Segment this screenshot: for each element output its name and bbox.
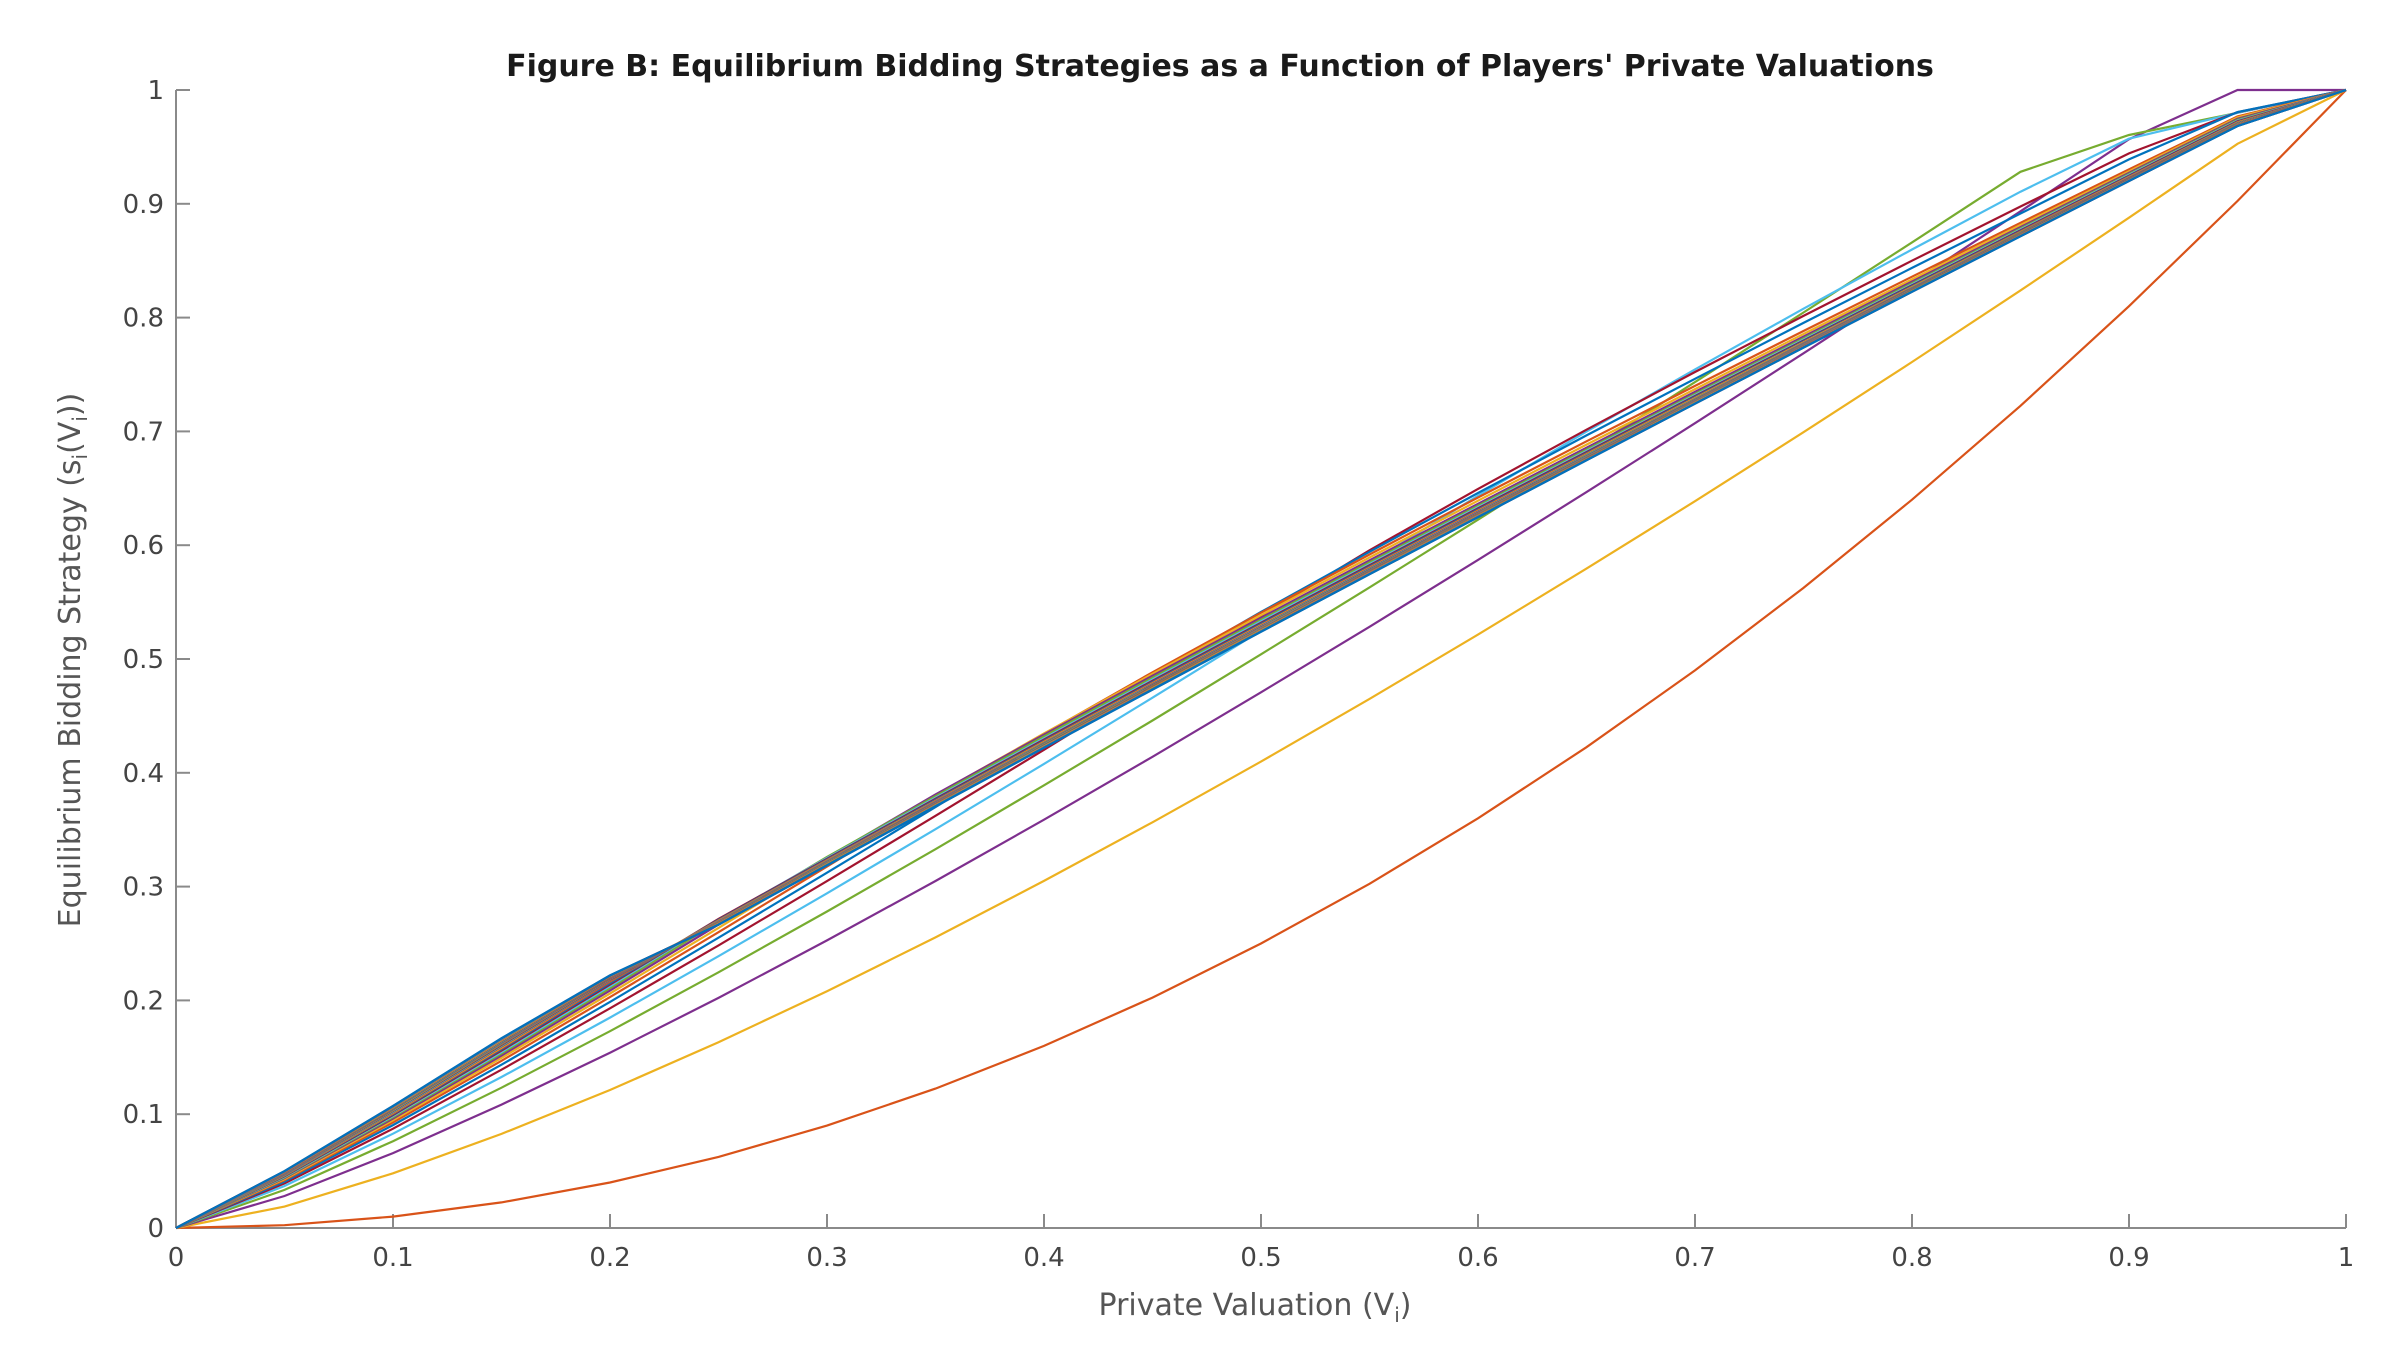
y-tick-label: 0.7	[123, 417, 164, 447]
y-axis-label-subscript-2: i	[68, 416, 92, 422]
y-tick-label: 0	[147, 1214, 164, 1244]
y-tick-label: 1	[147, 76, 164, 106]
x-tick-label: 0.9	[2108, 1243, 2149, 1273]
y-tick-label: 0.4	[123, 759, 164, 789]
series-line-10	[175, 88, 2347, 1229]
x-axis-label: Private Valuation (Vi)	[1099, 1288, 1412, 1327]
y-axis-label-mid: (V	[53, 421, 88, 454]
series-line-1	[175, 89, 2347, 1230]
x-axis-label-subscript: i	[1394, 1303, 1400, 1327]
x-axis-label-close: )	[1400, 1288, 1412, 1323]
series-line-3	[175, 88, 2346, 1230]
y-tick-label: 0.1	[123, 1100, 164, 1130]
x-tick-label: 0.3	[806, 1243, 847, 1273]
y-axis-label-main: Equilibrium Bidding Strategy (s	[53, 459, 88, 927]
x-tick-label: 0.5	[1240, 1243, 1281, 1273]
x-tick-label: 0.1	[372, 1243, 413, 1273]
y-axis-label-close: ))	[53, 393, 88, 416]
x-tick-label: 0.2	[589, 1243, 630, 1273]
series-line-9	[175, 88, 2347, 1230]
x-axis-label-main: Private Valuation (V	[1099, 1288, 1395, 1323]
y-axis-label-subscript-1: i	[68, 454, 92, 460]
y-axis-label: Equilibrium Bidding Strategy (si(Vi))	[53, 393, 92, 928]
y-tick-label: 0.5	[123, 645, 164, 675]
y-axis-ticks: 0 0.1 0.2 0.3 0.4 0.5 0.6 0.7 0.8 0.9 1	[123, 76, 190, 1244]
x-tick-label: 0.7	[1674, 1243, 1715, 1273]
y-tick-label: 0.3	[123, 873, 164, 903]
series-lines	[175, 88, 2347, 1230]
y-tick-label: 0.2	[123, 986, 164, 1016]
x-tick-label: 0.4	[1023, 1243, 1064, 1273]
x-tick-label: 0.6	[1457, 1243, 1498, 1273]
y-tick-label: 0.9	[123, 190, 164, 220]
x-tick-label: 0	[168, 1243, 185, 1273]
x-tick-label: 0.8	[1891, 1243, 1932, 1273]
y-tick-label: 0.8	[123, 304, 164, 334]
chart-title: Figure B: Equilibrium Bidding Strategies…	[506, 49, 1934, 84]
x-axis-ticks: 0 0.1 0.2 0.3 0.4 0.5 0.6 0.7 0.8 0.9 1	[168, 1214, 2355, 1273]
series-line-42	[175, 88, 2347, 1229]
y-tick-label: 0.6	[123, 531, 164, 561]
x-tick-label: 1	[2338, 1243, 2355, 1273]
series-line-2	[175, 89, 2347, 1230]
series-line-8	[175, 88, 2347, 1230]
series-line-4	[175, 88, 2347, 1230]
